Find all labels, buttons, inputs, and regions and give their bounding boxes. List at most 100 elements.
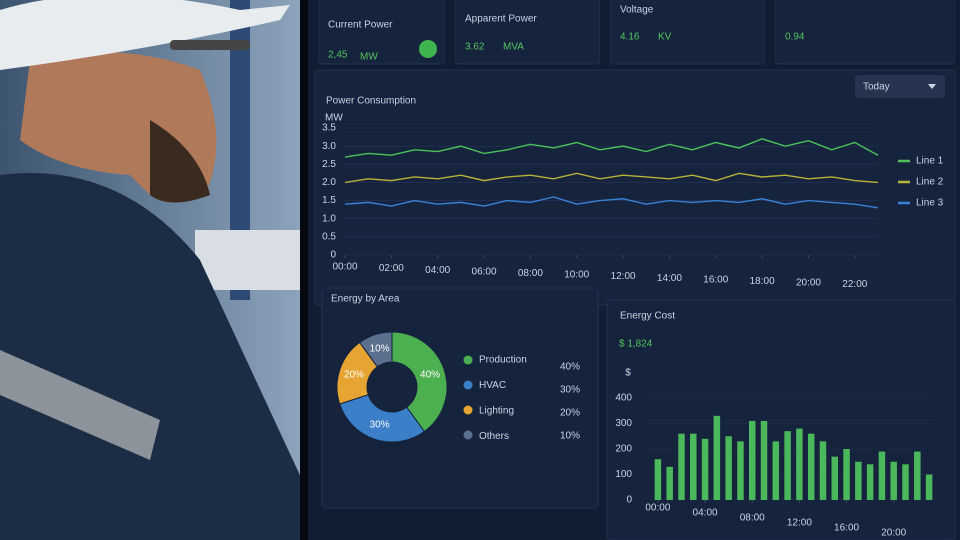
- y-tick-label: 0: [330, 250, 336, 261]
- bar: [654, 459, 662, 500]
- y-tick-label: 2.0: [322, 177, 336, 188]
- kpi-unit: MW: [360, 52, 378, 63]
- kpi-label: Power Factor: [785, 0, 845, 2]
- pie-slice: [339, 394, 426, 443]
- y-tick-label: 1.0: [322, 213, 336, 224]
- dropdown-box[interactable]: [855, 75, 945, 98]
- bar: [831, 456, 839, 500]
- slice-label: 10%: [370, 344, 390, 355]
- kpi-value: 3.62: [465, 42, 485, 53]
- y-tick-label: 0.5: [322, 231, 336, 242]
- y-tick-label: 2.5: [322, 159, 336, 170]
- headline-value: $ 1,824: [619, 339, 653, 350]
- kpi-label: Current Power: [328, 20, 393, 31]
- reflective-stripe: [0, 350, 160, 460]
- bar: [843, 449, 850, 500]
- bar: [866, 464, 874, 500]
- status-icon: [419, 40, 437, 58]
- legend-label: Line 2: [916, 177, 944, 188]
- bar: [701, 438, 709, 500]
- bar: [819, 441, 827, 500]
- pie-slice: [391, 331, 448, 433]
- slice-label: 40%: [420, 369, 440, 380]
- bar: [748, 420, 756, 500]
- machine: [195, 230, 305, 290]
- bar: [925, 474, 933, 500]
- chart-title: Power Consumption: [326, 96, 416, 107]
- x-tick-label: 06:00: [472, 266, 497, 277]
- legend-value: 20%: [560, 408, 580, 419]
- kpi-value: 0.94: [785, 32, 805, 43]
- y-axis-label: MW: [325, 113, 343, 124]
- x-tick-label: 18:00: [750, 276, 775, 287]
- card-bg: [610, 0, 765, 65]
- legend-value: 10%: [560, 431, 580, 442]
- y-tick-label: 400: [615, 393, 632, 404]
- factory-pillar: [230, 0, 250, 300]
- x-tick-label: 12:00: [611, 271, 636, 282]
- line-series: [344, 172, 879, 184]
- x-tick-label: 22:00: [842, 279, 867, 290]
- line-series: [344, 196, 879, 209]
- legend-label: Line 1: [916, 156, 944, 167]
- bar: [737, 441, 744, 500]
- dropdown-label[interactable]: Today: [863, 82, 890, 93]
- legend-value: 30%: [560, 385, 580, 396]
- safety-glasses: [170, 40, 250, 50]
- filter-dropdown[interactable]: Today: [855, 75, 945, 98]
- x-tick-label: 04:00: [425, 265, 450, 276]
- line-series: [344, 138, 879, 158]
- kpi-unit: MVA: [503, 42, 524, 53]
- legend-label: Lighting: [479, 406, 514, 417]
- x-tick-label: 20:00: [796, 278, 821, 289]
- kpi-card: Voltage 4.16 KV: [610, 0, 765, 65]
- kpi-unit: KV: [658, 32, 672, 43]
- dropdown-arrow[interactable]: [928, 84, 936, 89]
- y-axis-label: $: [625, 368, 631, 379]
- bar: [902, 464, 909, 500]
- y-tick-label: 200: [615, 444, 632, 455]
- card-bg: [775, 0, 955, 65]
- kpi-value: 2,45: [328, 50, 348, 61]
- kpi-card: Power Factor 0.94: [775, 0, 955, 65]
- slice-label: 20%: [344, 369, 364, 380]
- legend-label: HVAC: [479, 380, 506, 391]
- bar: [890, 461, 897, 500]
- bar: [807, 433, 815, 500]
- bar: [784, 431, 791, 500]
- beard: [150, 120, 210, 203]
- y-tick-label: 1.5: [322, 195, 336, 206]
- legend-label: Others: [479, 431, 509, 442]
- bar: [772, 441, 780, 500]
- legend-label: Production: [479, 355, 527, 366]
- card-bg: [318, 0, 445, 65]
- x-tick-label: 20:00: [881, 528, 906, 539]
- kpi-row: Current Power 2,45 MW Apparent Power 3.62 MVA…: [318, 0, 955, 65]
- kpi-label: Voltage: [620, 5, 654, 16]
- x-tick-label: 00:00: [645, 503, 670, 514]
- bar: [796, 428, 803, 500]
- bar: [713, 415, 721, 500]
- x-tick-label: 04:00: [693, 508, 718, 519]
- y-tick-label: 3.0: [322, 141, 336, 152]
- bar: [666, 466, 673, 500]
- legend-dot: [463, 430, 473, 440]
- pie-slice: [358, 331, 393, 368]
- bar: [855, 461, 862, 500]
- x-tick-label: 14:00: [657, 273, 682, 284]
- bar: [690, 433, 697, 500]
- x-tick-label: 16:00: [834, 523, 859, 534]
- x-tick-label: 10:00: [564, 270, 589, 281]
- bar: [760, 420, 768, 500]
- legend-dot: [463, 405, 473, 415]
- x-tick-label: 12:00: [787, 518, 812, 529]
- y-tick-label: 100: [615, 469, 632, 480]
- kpi-card: Apparent Power 3.62 MVA: [455, 0, 600, 65]
- chart-title: Energy by Area: [331, 294, 400, 305]
- slice-label: 30%: [370, 420, 390, 431]
- x-tick-label: 02:00: [379, 263, 404, 274]
- legend-dot: [463, 355, 473, 365]
- x-tick-label: 00:00: [332, 262, 357, 273]
- legend-value: 40%: [560, 362, 580, 373]
